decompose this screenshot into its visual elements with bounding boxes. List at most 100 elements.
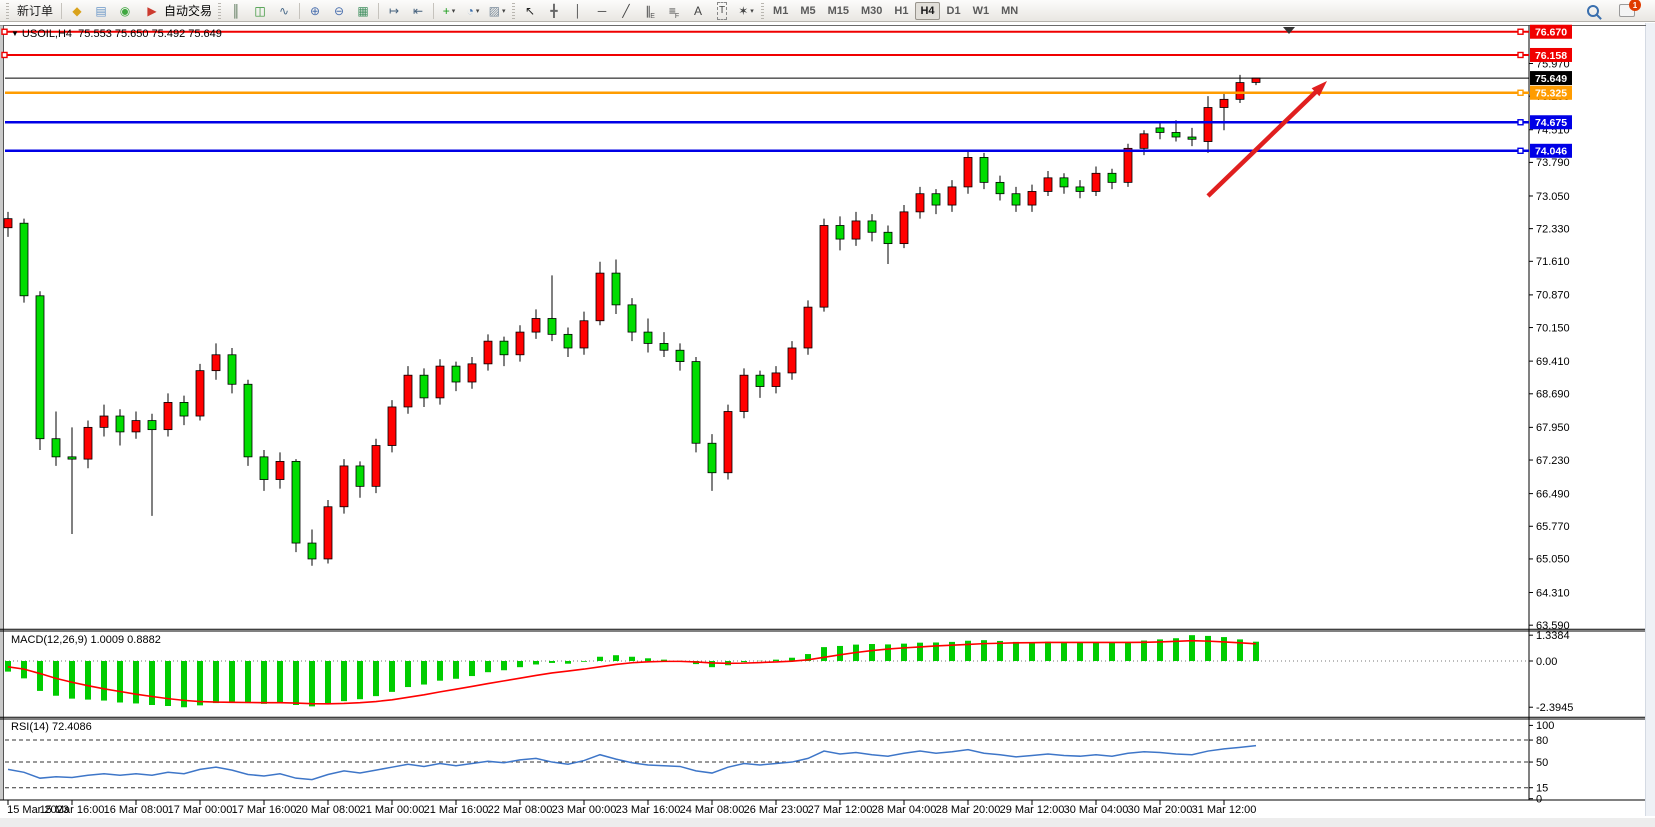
signal-icon: ◉ (119, 3, 131, 18)
indicators-icon: + (442, 3, 450, 18)
timeframe-button-m5[interactable]: M5 (800, 4, 816, 17)
text-icon[interactable]: A (686, 1, 710, 21)
candle-body (291, 460, 301, 544)
fibonacci-icon[interactable]: ≡ F (668, 3, 680, 20)
candle-body (51, 438, 61, 458)
toolbar-grip (512, 2, 516, 19)
rsi-scale-label: 0 (1536, 794, 1542, 806)
resistance-line-2-left-handle[interactable] (1, 51, 8, 59)
chart-shift-marker[interactable] (1283, 27, 1295, 34)
horizontal-line-icon[interactable]: ─ (590, 1, 614, 21)
price-badge-label: 75.325 (1535, 88, 1567, 100)
trend-arrow-annotation[interactable] (1206, 84, 1324, 198)
price-badge-label: 74.046 (1535, 146, 1567, 158)
channel-icon[interactable]: ∥ E (645, 3, 655, 20)
resistance-line-2-right-handle[interactable] (1517, 51, 1524, 59)
candle-body (147, 420, 157, 431)
timeframe-button-m1[interactable]: M1 (773, 4, 789, 17)
price-tick-label: 72.330 (1536, 223, 1570, 235)
indicators-icon[interactable]: + ▾ (437, 1, 461, 21)
candle-body (179, 402, 189, 417)
tile-windows-icon[interactable]: ▦ (351, 1, 375, 21)
candle-body (787, 347, 797, 374)
candle-body (979, 157, 989, 183)
candlestick-chart-icon[interactable]: ◫ (248, 1, 272, 21)
resistance-line-1-right-handle[interactable] (1517, 28, 1524, 35)
crosshair-icon[interactable]: ╋ (542, 1, 566, 21)
macd-scale-label: 1.3384 (1536, 630, 1570, 642)
periods-icon[interactable]: ◔ ▾ (461, 1, 485, 21)
rsi-line (7, 744, 1257, 781)
candle-body (403, 374, 413, 408)
candle-body (19, 222, 29, 297)
chart-shift-icon[interactable]: ⇤ (406, 1, 430, 21)
price-tick-label: 66.490 (1536, 488, 1570, 500)
candle-body (723, 411, 733, 474)
timeframe-button-h1[interactable]: H1 (894, 4, 909, 17)
candle-body (1011, 193, 1021, 206)
toolbar-grip (218, 2, 222, 19)
chevron-down-icon[interactable]: ▾ (750, 7, 754, 15)
text-label-icon: T (716, 1, 728, 20)
price-badge-label: 76.670 (1535, 27, 1567, 39)
candle-body (1251, 77, 1261, 83)
time-tick-label: 28 Mar 20:00 (936, 804, 1001, 816)
orange-level-line-right-handle[interactable] (1517, 89, 1524, 96)
support-line-2-right-handle[interactable] (1517, 147, 1524, 154)
main-toolbar: 新订单 ◆ ▤ ◉ ▶ 自动交易 ║ ◫ ∿ ⊕ ⊖ ▦ ↦ ⇤ + ▾ ◔ ▾ ▨ ▾ ↖ ╋ │ ─ ╱ ∥ E ≡ F A T ✶ ▾ M1… (0, 0, 1655, 22)
autotrade-button[interactable]: ▶ 自动交易 (137, 1, 215, 21)
toolbar-separator (61, 2, 63, 19)
cursor-icon[interactable]: ↖ (518, 1, 542, 21)
time-tick-label: 21 Mar 16:00 (424, 804, 489, 816)
auto-scroll-icon[interactable]: ↦ (382, 1, 406, 21)
tile-windows-icon: ▦ (357, 3, 369, 18)
trendline-icon[interactable]: ╱ (614, 1, 638, 21)
text-label-icon[interactable]: T (710, 1, 734, 21)
line-chart-icon: ∿ (279, 3, 290, 18)
signal-icon[interactable]: ◉ (113, 1, 137, 21)
time-tick-label: 31 Mar 12:00 (1192, 804, 1257, 816)
data-window-icon[interactable]: ▤ (89, 1, 113, 21)
new-order-button[interactable]: 新订单 (17, 4, 54, 18)
arrows-tool-icon[interactable]: ✶ ▾ (734, 1, 758, 21)
timeframe-button-h4[interactable]: H4 (915, 1, 940, 20)
candle-body (1139, 133, 1149, 149)
support-line-1-right-handle[interactable] (1517, 119, 1524, 126)
search-button[interactable] (1581, 1, 1605, 21)
candle-body (339, 465, 349, 508)
timeframe-button-mn[interactable]: MN (1001, 4, 1019, 17)
timeframe-button-d1[interactable]: D1 (946, 4, 961, 17)
zoom-in-icon[interactable]: ⊕ (303, 1, 327, 21)
symbol-quote-line: ▼ USOIL,H4 75.553 75.650 75.492 75.649 (11, 28, 222, 40)
bar-chart-icon[interactable]: ║ (224, 1, 248, 21)
trendline-icon: ╱ (622, 3, 630, 18)
candle-body (83, 426, 93, 460)
candle-body (1091, 172, 1101, 192)
zoom-out-icon[interactable]: ⊖ (327, 1, 351, 21)
timeframe-button-m30[interactable]: M30 (861, 4, 883, 17)
chevron-down-icon[interactable]: ▾ (451, 7, 456, 15)
collapse-arrow-icon[interactable]: ▼ (11, 29, 19, 38)
resistance-line-1-left-handle[interactable] (1, 28, 8, 35)
time-tick-label: 23 Mar 16:00 (616, 804, 681, 816)
market-orders-icon[interactable]: ◆ (65, 1, 89, 21)
autotrade-icon[interactable]: ▶ (140, 1, 164, 21)
timeframe-button-m15[interactable]: M15 (827, 4, 849, 17)
candle-body (947, 186, 957, 206)
notifications-button[interactable]: 1 (1615, 0, 1641, 21)
autotrade-icon: ▶ (147, 3, 157, 18)
candle-body (35, 295, 45, 440)
rsi-panel: 100 80 50 150 (5, 720, 1554, 806)
timeframe-button-w1[interactable]: W1 (972, 4, 990, 17)
candle-body (1203, 107, 1213, 142)
templates-icon[interactable]: ▨ ▾ (485, 1, 509, 21)
line-chart-icon[interactable]: ∿ (272, 1, 296, 21)
chevron-down-icon[interactable]: ▾ (475, 7, 480, 15)
candle-body (547, 318, 557, 335)
chevron-down-icon[interactable]: ▾ (501, 7, 506, 15)
price-tick-label: 73.050 (1536, 191, 1570, 203)
vertical-line-icon[interactable]: │ (566, 1, 590, 21)
candle-body (819, 225, 829, 308)
candle-body (675, 349, 685, 362)
